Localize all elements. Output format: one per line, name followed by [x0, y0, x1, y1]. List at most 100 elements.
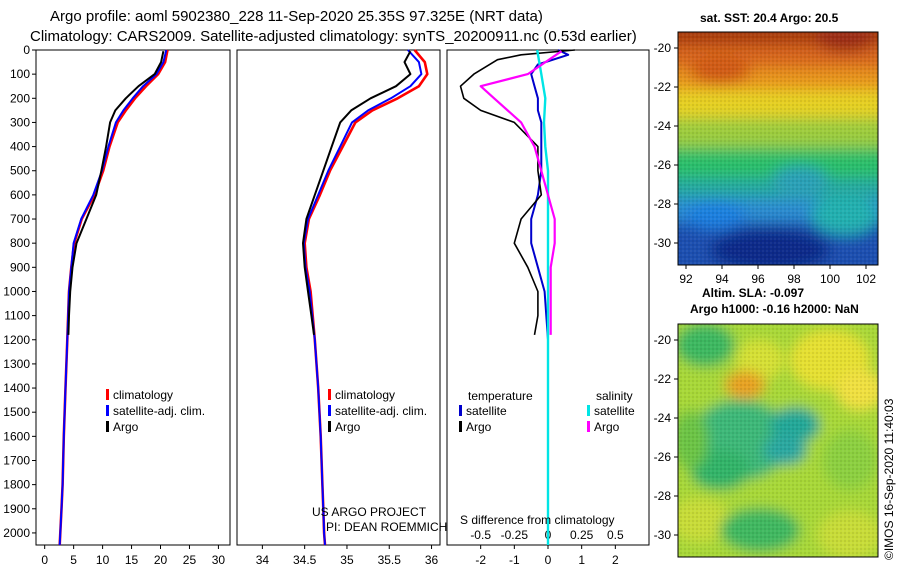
- x-tick-label: 0: [41, 553, 48, 567]
- annotation-pi: PI: DEAN ROEMMICH: [326, 520, 447, 534]
- x-tick-label: 34: [256, 553, 270, 567]
- title-line-2: Climatology: CARS2009. Satellite-adjuste…: [30, 28, 637, 45]
- temperature-series: [58, 49, 169, 546]
- lat-tick-label: -24: [654, 411, 672, 425]
- lat-tick-label: -26: [654, 450, 672, 464]
- series-line-argo: [67, 50, 165, 335]
- legend-swatch-satellite: [328, 405, 331, 416]
- depth-axis: 0 100 200 300 400 500 600 700 800 900 1000 1100 1200…: [3, 43, 36, 540]
- legend-label-temp-satellite: satellite: [466, 404, 507, 418]
- series-line-argo: [302, 50, 412, 336]
- legend-swatch-climatology: [106, 389, 109, 400]
- legend-label-sal-argo: Argo: [594, 420, 620, 434]
- series-line-satellite-adj-clim-: [58, 49, 168, 546]
- legend-swatch-argo: [106, 421, 109, 432]
- legend-label-argo: Argo: [113, 420, 139, 434]
- depth-tick-label: 0: [23, 43, 30, 57]
- s-diff-tick-label: -0.5: [470, 528, 491, 542]
- lat-tick-label: -30: [654, 528, 672, 542]
- sla-map-title-1: Altim. SLA: -0.097: [702, 286, 804, 300]
- x-tick-label: 2: [612, 553, 619, 567]
- legend-label-sal-satellite: satellite: [594, 404, 635, 418]
- sst-map: [678, 32, 878, 265]
- legend-swatch-sal-argo: [587, 421, 590, 432]
- s-diff-tick-label: 0.5: [607, 528, 624, 542]
- lat-tick-label: -20: [654, 41, 672, 55]
- imos-stamp: ©IMOS 16-Sep-2020 11:40:03: [882, 398, 896, 560]
- sla-map-title-2: Argo h1000: -0.16 h2000: NaN: [690, 302, 859, 316]
- title-line-1: Argo profile: aoml 5902380_228 11-Sep-20…: [50, 8, 543, 25]
- legend-label-temp-argo: Argo: [466, 420, 492, 434]
- depth-tick-label: 1200: [3, 333, 30, 347]
- x-tick-label: 1: [578, 553, 585, 567]
- lon-tick-label: 92: [679, 272, 693, 286]
- x-tick-label: 0: [545, 553, 552, 567]
- depth-tick-label: 1600: [3, 429, 30, 443]
- series-line-salinity-satellite: [536, 49, 550, 545]
- temperature-panel-frame: [35, 49, 231, 546]
- legend-swatch-argo: [328, 421, 331, 432]
- depth-tick-label: 1900: [3, 502, 30, 516]
- depth-tick-label: 900: [10, 260, 30, 274]
- lon-tick-label: 100: [820, 272, 840, 286]
- sla-map: [678, 324, 878, 557]
- series-line-climatology: [58, 49, 169, 546]
- series-line-temperature-satellite: [530, 49, 570, 413]
- depth-tick-label: 1500: [3, 405, 30, 419]
- legend-label-climatology: climatology: [335, 388, 395, 402]
- x-tick-label: 35.5: [378, 553, 402, 567]
- lon-tick-label: 102: [856, 272, 876, 286]
- salinity-panel-frame: [236, 49, 441, 546]
- difference-xlabel: S difference from climatology: [460, 513, 615, 527]
- sst-map-title: sat. SST: 20.4 Argo: 20.5: [700, 11, 839, 25]
- temperature-x-axis: 0 5 10 15 20 25 30: [41, 545, 225, 567]
- depth-tick-label: 1700: [3, 453, 30, 467]
- legend-swatch-sal-satellite: [587, 405, 590, 416]
- lat-tick-label: -28: [654, 489, 672, 503]
- depth-tick-label: 500: [10, 164, 30, 178]
- legend-header-temperature: temperature: [468, 389, 533, 403]
- legend-label-satellite: satellite-adj. clim.: [113, 404, 205, 418]
- salinity-series: [302, 49, 429, 546]
- depth-tick-label: 600: [10, 188, 30, 202]
- lon-tick-label: 96: [751, 272, 765, 286]
- sla-map-axes: -20 -22 -24 -26 -28 -30: [654, 333, 678, 542]
- lat-tick-label: -22: [654, 80, 672, 94]
- legend-label-satellite: satellite-adj. clim.: [335, 404, 427, 418]
- lat-tick-label: -24: [654, 119, 672, 133]
- legend-swatch-temp-satellite: [459, 405, 462, 416]
- x-tick-label: 25: [183, 553, 197, 567]
- lat-tick-label: -26: [654, 158, 672, 172]
- series-line-salinity-argo: [479, 50, 563, 335]
- temperature-legend: climatology satellite-adj. clim. Argo: [106, 388, 205, 434]
- depth-tick-label: 100: [10, 67, 30, 81]
- series-line-satellite-adj-clim-: [302, 49, 423, 546]
- depth-tick-label: 1800: [3, 478, 30, 492]
- salinity-x-axis: 34 34.5 35 35.5 36: [256, 545, 439, 567]
- depth-tick-label: 1400: [3, 381, 30, 395]
- depth-tick-label: 1000: [3, 284, 30, 298]
- lat-tick-label: -22: [654, 372, 672, 386]
- depth-tick-label: 2000: [3, 526, 30, 540]
- x-tick-label: 30: [212, 553, 226, 567]
- x-tick-label: 5: [70, 553, 77, 567]
- legend-swatch-satellite: [106, 405, 109, 416]
- x-tick-label: -1: [509, 553, 520, 567]
- legend-swatch-climatology: [328, 389, 331, 400]
- depth-tick-label: 200: [10, 91, 30, 105]
- sst-map-axes: -20 -22 -24 -26 -28 -30 92 94 96 98 100 102: [654, 41, 877, 286]
- s-diff-tick-label: 0.25: [570, 528, 594, 542]
- lat-tick-label: -28: [654, 197, 672, 211]
- depth-tick-label: 400: [10, 140, 30, 154]
- legend-header-salinity: salinity: [596, 389, 633, 403]
- depth-tick-label: 700: [10, 212, 30, 226]
- x-tick-label: -2: [475, 553, 486, 567]
- series-line-temperature-argo: [459, 49, 575, 336]
- legend-label-climatology: climatology: [113, 388, 173, 402]
- depth-tick-label: 1300: [3, 357, 30, 371]
- sla-map-frame: [677, 323, 879, 558]
- lat-tick-label: -30: [654, 236, 672, 250]
- x-tick-label: 10: [96, 553, 110, 567]
- salinity-difference-x-axis: -0.5 -0.25 0 0.25 0.5: [470, 528, 624, 542]
- x-tick-label: 35: [340, 553, 354, 567]
